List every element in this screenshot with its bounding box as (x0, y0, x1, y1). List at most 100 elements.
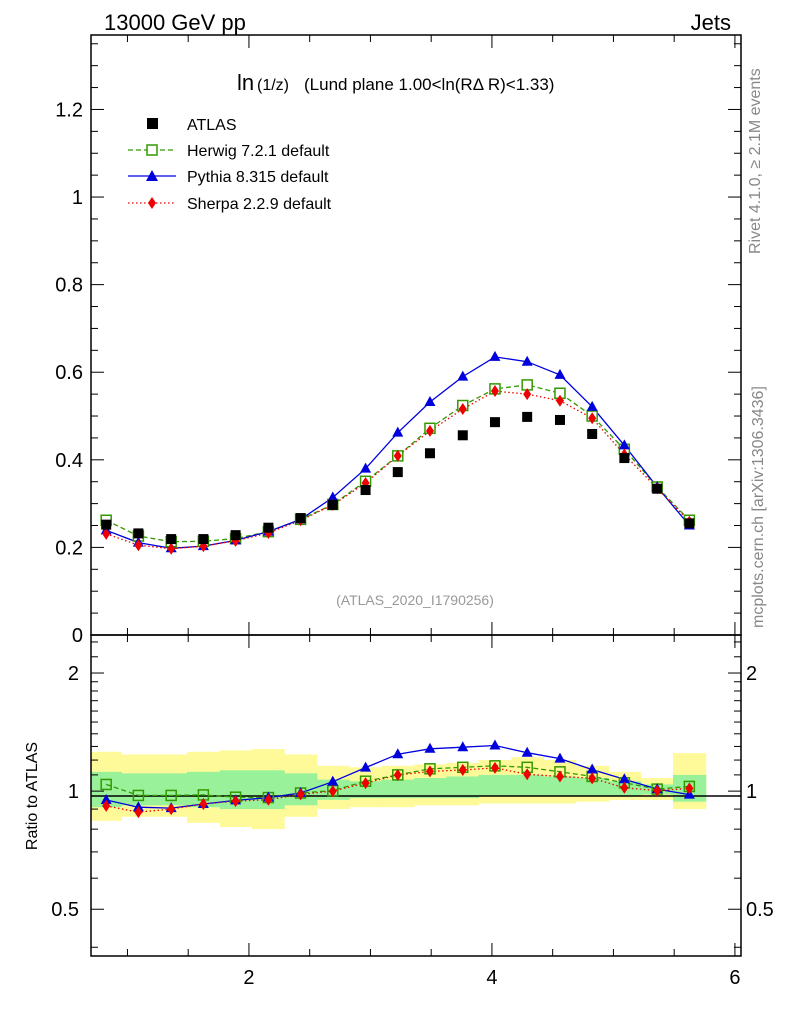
main-point-atlas (424, 448, 435, 459)
header-left: 13000 GeV pp (104, 10, 246, 35)
main-point-pythia (327, 491, 339, 502)
legend-pythia-label: Pythia 8.315 default (187, 169, 329, 186)
legend-herwig-marker (146, 144, 158, 156)
main-title-frac: (1/z) (257, 77, 289, 94)
ratio-point-sherpa (555, 770, 564, 783)
main-point-atlas (652, 483, 663, 494)
ratio-point-sherpa (199, 798, 208, 811)
mcplots-label: mcplots.cern.ch [arXiv:1306.3436] (750, 386, 767, 628)
ratio-band-green (511, 774, 545, 797)
main-line-herwig (105, 384, 690, 543)
main-point-sherpa (102, 527, 111, 540)
main-point-atlas (295, 513, 306, 524)
ratio-point-pythia (327, 775, 339, 786)
main-point-atlas (360, 485, 371, 496)
watermark: (ATLAS_2020_I1790256) (336, 592, 494, 608)
main-point-atlas (587, 428, 598, 439)
main-point-atlas (263, 522, 274, 533)
ratio-point-sherpa (393, 769, 402, 782)
ratio-point-sherpa (685, 782, 694, 795)
ratio-band-green (575, 778, 610, 797)
ratio-point-sherpa (264, 793, 273, 806)
main-point-atlas (327, 499, 338, 510)
main-panel: 0 0.2 0.4 0.6 0.8 1 1.2 ln (1/z) (Lund plane 1… (55, 34, 742, 647)
main-point-pythia (360, 462, 372, 473)
main-point-pythia (618, 439, 630, 450)
main-point-pythia (489, 350, 501, 361)
ratio-point-sherpa (231, 795, 240, 808)
legend-herwig-label: Herwig 7.2.1 default (187, 143, 330, 160)
ratio-point-sherpa (620, 781, 629, 794)
main-point-sherpa (555, 394, 564, 407)
ratio-y-tick-label-left: 2 (68, 663, 79, 685)
ratio-y-tick-label-left: 1 (68, 781, 79, 803)
legend-atlas-label: ATLAS (187, 117, 237, 134)
ratio-band-green (381, 779, 415, 799)
ratio-point-pythia (521, 746, 533, 757)
main-point-atlas (489, 417, 500, 428)
ratio-point-pythia (489, 739, 501, 750)
ratio-point-sherpa (588, 772, 597, 785)
x-tick-label: 4 (486, 967, 497, 989)
main-point-sherpa (134, 539, 143, 552)
ratio-band-green (349, 781, 382, 799)
ratio-point-pythia (360, 761, 372, 772)
main-y-tick-label: 0.6 (55, 362, 83, 384)
ratio-point-herwig (100, 778, 112, 791)
ratio-point-pythia (554, 752, 566, 763)
ratio-band-green (478, 774, 512, 797)
main-point-atlas (619, 453, 630, 464)
ratio-point-pythia (392, 748, 404, 759)
ratio-point-pythia (618, 773, 630, 784)
ratio-point-sherpa (458, 764, 467, 777)
ratio-point-sherpa (523, 768, 532, 781)
main-point-sherpa (588, 412, 597, 425)
ratio-y-tick-label-right: 0.5 (746, 899, 774, 921)
ratio-point-sherpa (134, 806, 143, 819)
main-title-ln: ln (237, 70, 254, 95)
ratio-band-green (543, 776, 577, 797)
ratio-y-label: Ratio to ATLAS (24, 742, 41, 850)
main-point-atlas (684, 518, 695, 529)
main-point-atlas (133, 528, 144, 539)
main-point-atlas (522, 411, 533, 422)
main-y-tick-label: 1.2 (55, 99, 83, 121)
ratio-point-pythia (100, 794, 112, 805)
ratio-y-tick-label-right: 1 (746, 781, 757, 803)
ratio-point-sherpa (425, 765, 434, 778)
main-point-atlas (457, 430, 468, 441)
main-point-atlas (392, 467, 403, 478)
ratio-y-tick-label-right: 2 (746, 663, 757, 685)
ratio-point-sherpa (167, 803, 176, 816)
header-right: Jets (691, 10, 731, 35)
ratio-point-pythia (424, 742, 436, 753)
ratio-point-pythia (457, 741, 469, 752)
main-point-atlas (101, 519, 112, 530)
main-y-tick-label: 0.2 (55, 537, 83, 559)
legend-pythia-marker (146, 170, 158, 181)
main-point-atlas (166, 534, 177, 545)
main-point-sherpa (425, 424, 434, 437)
ratio-point-sherpa (361, 777, 370, 790)
ratio-point-sherpa (102, 799, 111, 812)
ratio-panel: 0.5 0.5 1 1 2 2 2 4 6 Ratio to ATLAS (24, 634, 774, 989)
rivet-label: Rivet 4.1.0, ≥ 2.1M events (747, 68, 764, 254)
legend-sherpa-marker (148, 197, 156, 209)
main-y-tick-label: 0.4 (55, 450, 83, 472)
ratio-band-green (446, 776, 480, 799)
legend-atlas-marker (147, 118, 158, 129)
legend: ATLAS Herwig 7.2.1 default Pythia 8.315 … (128, 117, 332, 213)
legend-sherpa-label: Sherpa 2.2.9 default (187, 196, 332, 213)
ratio-point-herwig (165, 789, 177, 802)
main-point-pythia (521, 355, 533, 366)
ratio-point-sherpa (328, 785, 337, 798)
ratio-point-sherpa (296, 788, 305, 801)
ratio-point-herwig (132, 789, 145, 802)
main-point-pythia (392, 426, 404, 437)
main-point-sherpa (393, 449, 402, 462)
main-point-atlas (554, 414, 565, 425)
main-point-sherpa (458, 403, 467, 416)
ratio-band-green (414, 778, 447, 799)
main-title-range: (Lund plane 1.00<ln(RΔ R)<1.33) (304, 75, 554, 94)
